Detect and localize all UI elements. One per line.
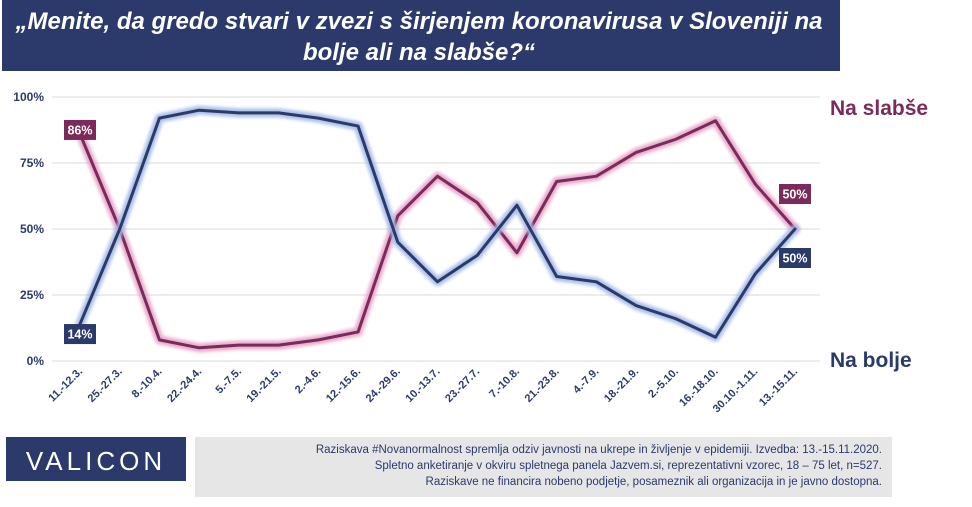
- series-worse-line: [78, 119, 797, 350]
- footnote-box: Raziskava #Novanormalnost spremlja odziv…: [195, 437, 892, 497]
- footnote-line-1: Raziskava #Novanormalnost spremlja odziv…: [315, 444, 882, 456]
- x-tick-label: 13.-15.11.: [757, 366, 800, 409]
- x-tick-label: 25.-27.3.: [86, 366, 125, 405]
- y-tick-label: 0%: [27, 354, 45, 368]
- chart-title: „Menite, da gredo stvari v zvezi s širje…: [15, 8, 823, 66]
- footnote-line-2: Spletno anketiranje v okviru spletnega p…: [374, 460, 882, 472]
- data-label-better-start: 14%: [67, 328, 92, 342]
- x-tick-label: 5.-7.5.: [213, 366, 244, 397]
- x-tick-label: 23.-27.7.: [443, 366, 482, 405]
- y-tick-label: 100%: [13, 90, 44, 104]
- y-tick-label: 50%: [20, 222, 44, 236]
- x-tick-label: 24.-29.6.: [364, 366, 403, 405]
- footnote-line-3: Raziskave ne financira nobeno podjetje, …: [425, 476, 882, 488]
- data-label-better-end-box: [779, 248, 811, 268]
- logo-text: VALICON: [25, 446, 167, 476]
- data-label-worse-start-box: [64, 119, 96, 140]
- x-tick-label: 7.-10.8.: [487, 366, 522, 401]
- x-tick-label: 10.-13.7.: [403, 366, 442, 405]
- series-better-line: [78, 108, 797, 339]
- x-tick-label: 19.-21.5.: [245, 366, 284, 405]
- x-tick-label: 4.-7.9.: [571, 366, 602, 397]
- x-tick-label: 21.-23.8.: [523, 366, 562, 405]
- x-tick-label: 12.-15.6.: [324, 366, 363, 405]
- x-tick-label: 2.-5.10.: [646, 366, 681, 401]
- series-label-worse: Na slabše: [830, 97, 929, 120]
- x-tick-label: 2.-4.6.: [293, 366, 324, 397]
- data-label-worse-start: 86%: [67, 123, 92, 137]
- y-tick-label: 25%: [20, 288, 44, 302]
- y-tick-label: 75%: [20, 156, 44, 170]
- x-tick-label: 18.-21.9.: [602, 366, 641, 405]
- x-tick-label: 11.-12.3.: [46, 366, 85, 405]
- data-label-worse-end: 50%: [782, 188, 807, 202]
- series-worse-glow: [75, 116, 800, 353]
- valicon-logo: VALICON: [6, 437, 186, 481]
- title-bar: „Menite, da gredo stvari v zvezi s širje…: [2, 0, 840, 71]
- x-tick-label: 22.-24.4.: [165, 366, 204, 405]
- x-tick-label: 8.-10.4.: [130, 366, 165, 401]
- line-chart: 0% 25% 50% 75% 100% 11.-12.3. 25.-27.3. 8.-10.…: [13, 90, 820, 415]
- data-label-better-start-box: [64, 324, 96, 345]
- data-label-worse-end-box: [779, 184, 811, 204]
- data-label-better-end: 50%: [782, 252, 807, 266]
- series-label-better: Na bolje: [830, 349, 912, 372]
- series-better-glow: [75, 105, 800, 342]
